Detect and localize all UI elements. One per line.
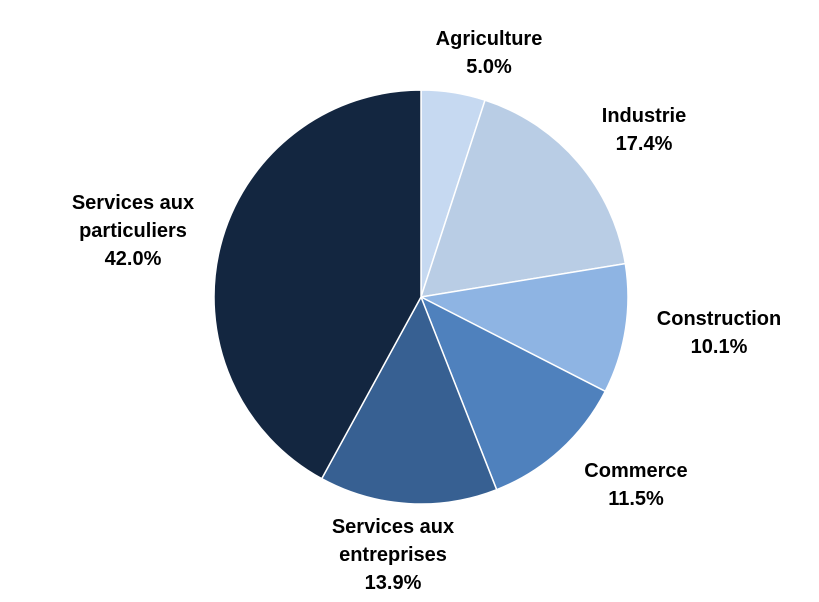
pie-slices bbox=[213, 89, 629, 505]
slice-name-label: entreprises bbox=[339, 544, 447, 566]
slice-value-label: 10.1% bbox=[691, 336, 748, 358]
slice-name-label: Services aux bbox=[72, 192, 194, 214]
pie-slice-industrie bbox=[419, 99, 627, 298]
slice-name-label: Industrie bbox=[602, 105, 686, 127]
pie-slice-services-aux-particuliers bbox=[213, 89, 422, 480]
pie-slice-services-aux-entreprises bbox=[320, 295, 498, 505]
slice-value-label: 13.9% bbox=[365, 572, 422, 594]
pie-labels: Agriculture 5.0% Industrie 17.4% Constructio… bbox=[72, 28, 781, 594]
slice-value-label: 11.5% bbox=[608, 488, 664, 510]
slice-value-label: 17.4% bbox=[616, 133, 673, 155]
slice-name-label: Agriculture bbox=[436, 28, 543, 50]
slice-label-agriculture: Agriculture 5.0% bbox=[436, 28, 543, 78]
slice-label-commerce: Commerce 11.5% bbox=[584, 460, 687, 510]
slice-value-label: 42.0% bbox=[105, 248, 162, 270]
slice-label-services-aux-particuliers: Services aux particuliers 42.0% bbox=[72, 192, 194, 270]
slice-name-label: Construction bbox=[657, 308, 781, 330]
pie-slice-commerce bbox=[419, 295, 607, 491]
slice-label-industrie: Industrie 17.4% bbox=[602, 105, 686, 155]
slice-label-services-aux-entreprises: Services aux entreprises 13.9% bbox=[332, 516, 454, 594]
slice-name-label: Services aux bbox=[332, 516, 454, 538]
slice-value-label: 5.0% bbox=[466, 56, 512, 78]
slice-label-construction: Construction 10.1% bbox=[657, 308, 781, 358]
slice-name-label: particuliers bbox=[79, 220, 187, 242]
pie-slice-construction bbox=[418, 262, 629, 393]
slice-name-label: Commerce bbox=[584, 460, 687, 482]
